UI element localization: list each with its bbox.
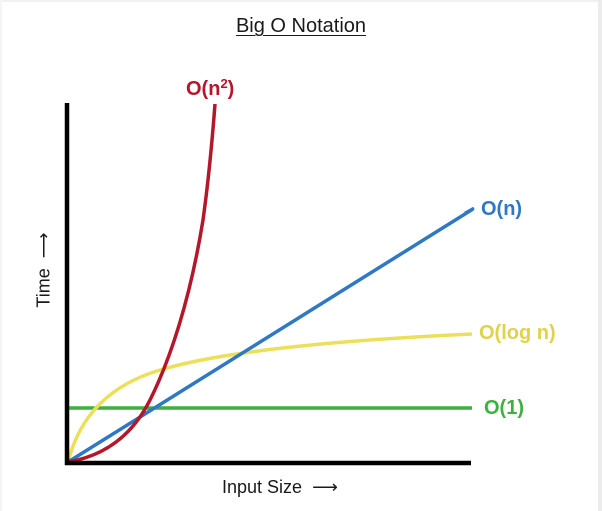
label-on2-base: O(n: [186, 78, 221, 100]
label-on2-close: ): [227, 78, 235, 100]
series-on-line: [67, 207, 474, 464]
up-arrow-icon: ⟶: [33, 232, 54, 259]
frame-edge-right: [598, 0, 602, 511]
right-arrow-icon: ⟶: [312, 477, 338, 497]
label-on2-sup: 2: [220, 76, 228, 91]
chart-title-text: Big O Notation: [235, 15, 367, 37]
x-axis-label: Input Size ⟶: [222, 477, 338, 498]
y-axis-label: Time ⟶: [34, 232, 55, 307]
label-on: O(n): [481, 198, 523, 220]
on-label-connector: [464, 206, 475, 215]
x-axis-label-text: Input Size: [222, 477, 303, 497]
y-axis-label-text: Time: [33, 268, 54, 308]
label-o1: O(1): [484, 397, 524, 419]
series-ologn-line: [66, 332, 473, 463]
label-ologn: O(log n): [479, 322, 556, 344]
series-on2-line: [67, 103, 217, 464]
frame-edge-top: [0, 0, 602, 2]
label-on2: O(n2): [186, 76, 234, 101]
chart-title: Big O Notation: [0, 15, 602, 38]
frame-edge-left: [0, 0, 2, 511]
